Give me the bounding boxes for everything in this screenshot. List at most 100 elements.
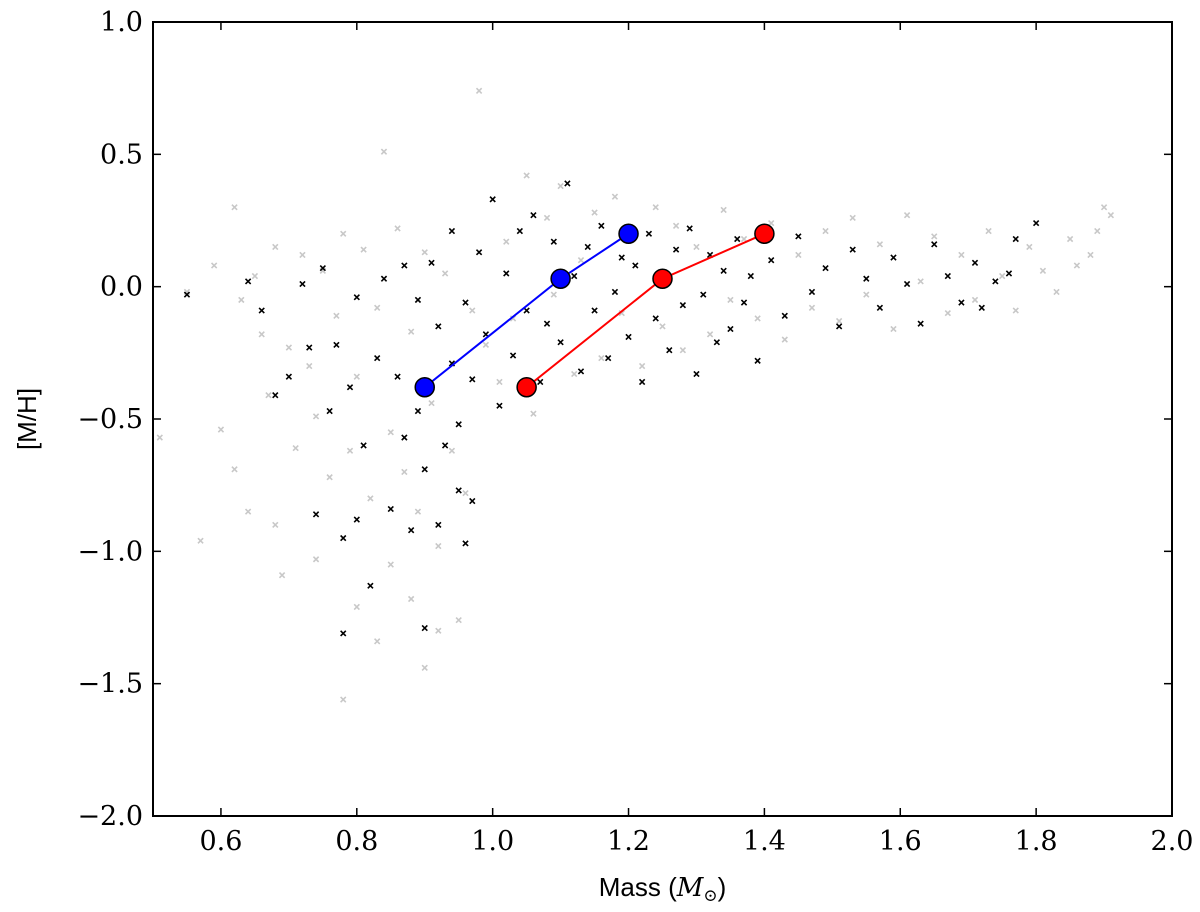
background-point (659, 323, 666, 330)
background-point (278, 571, 286, 579)
highlight-point (747, 272, 754, 280)
highlight-point (367, 582, 374, 589)
highlight-point (414, 407, 422, 415)
background-point (509, 315, 517, 322)
highlight-point (340, 630, 347, 637)
background-point (421, 664, 428, 671)
background-point (414, 508, 422, 515)
highlight-point (917, 320, 924, 327)
background-point (360, 246, 367, 253)
highlight-point (272, 392, 279, 399)
background-point (238, 296, 245, 304)
background-point (1039, 267, 1047, 274)
background-point (353, 603, 360, 611)
highlight-point (380, 275, 388, 282)
highlight-point (686, 225, 693, 232)
highlight-point (944, 272, 951, 280)
highlight-point (353, 516, 360, 523)
background-point (1087, 251, 1094, 259)
background-point (251, 272, 259, 280)
highlight-point (781, 312, 788, 319)
background-point (265, 392, 272, 399)
highlight-point (319, 264, 326, 272)
background-point (822, 227, 829, 235)
background-point (326, 474, 333, 481)
highlight-point (835, 323, 843, 330)
background-point (401, 468, 408, 476)
background-point (1053, 288, 1060, 296)
x-tick-label: 1.6 (879, 826, 922, 857)
highlight-point (978, 304, 985, 312)
background-point (550, 291, 557, 298)
background-point (421, 249, 428, 256)
highlight-point (700, 291, 707, 298)
highlight-point (455, 421, 462, 428)
highlight-point (876, 304, 884, 312)
highlight-point (299, 280, 306, 288)
background-point (374, 304, 381, 312)
highlight-point (598, 222, 605, 229)
highlight-point (509, 352, 517, 359)
highlight-point (734, 235, 741, 243)
highlight-point (435, 323, 442, 330)
x-tick-label: 1.4 (743, 826, 786, 857)
background-point (333, 312, 340, 319)
highlight-point (448, 227, 456, 235)
highlight-point (441, 442, 449, 449)
highlight-point (401, 262, 408, 269)
x-axis-label: Mass (M⊙) (599, 872, 727, 906)
highlight-point (421, 624, 428, 632)
highlight-point (822, 264, 829, 272)
x-axis-label-open-paren: ( (661, 872, 677, 902)
y-axis-label: [M/H] (12, 388, 42, 450)
background-point (407, 595, 415, 603)
highlight-point (455, 487, 462, 494)
background-point (469, 307, 476, 314)
highlight-point (1012, 235, 1019, 243)
background-point (367, 495, 374, 502)
x-axis-label-close-paren: ) (718, 872, 727, 902)
background-point (156, 434, 163, 441)
highlight-point (795, 233, 802, 240)
background-point (985, 227, 992, 235)
highlight-point (340, 534, 347, 542)
x-tick-label: 2.0 (1151, 826, 1194, 857)
background-point (197, 537, 204, 544)
highlight-point (564, 180, 571, 187)
highlight-point (374, 354, 381, 362)
highlight-point (285, 373, 293, 380)
background-point (258, 331, 265, 338)
highlight-point (516, 227, 524, 235)
background-point (394, 225, 401, 232)
background-point (285, 344, 293, 351)
highlight-point (618, 254, 625, 261)
background-point (455, 616, 462, 624)
highlight-point (672, 246, 680, 253)
background-point (720, 206, 727, 214)
highlight-point (849, 246, 856, 253)
highlight-point (890, 254, 897, 261)
background-point (374, 638, 381, 645)
highlight-point (591, 307, 598, 314)
highlight-point (469, 376, 476, 383)
background-point (435, 627, 442, 634)
y-tick-label: −1.5 (77, 669, 143, 700)
highlight-point (353, 294, 360, 301)
y-tick-label: −2.0 (77, 801, 143, 832)
highlight-point (652, 315, 659, 322)
highlight-point (903, 280, 911, 288)
y-tick-label: 0.0 (100, 272, 143, 303)
highlight-point (638, 378, 646, 386)
background-point (387, 429, 394, 436)
highlight-point (312, 511, 320, 518)
background-point (917, 278, 924, 285)
background-point (482, 341, 490, 349)
highlight-point (632, 262, 639, 269)
background-point (523, 172, 530, 179)
background-point (306, 362, 313, 370)
highlight-point (530, 212, 537, 219)
background-point (1066, 235, 1074, 243)
highlight-point (958, 299, 965, 306)
background-point (557, 182, 564, 190)
